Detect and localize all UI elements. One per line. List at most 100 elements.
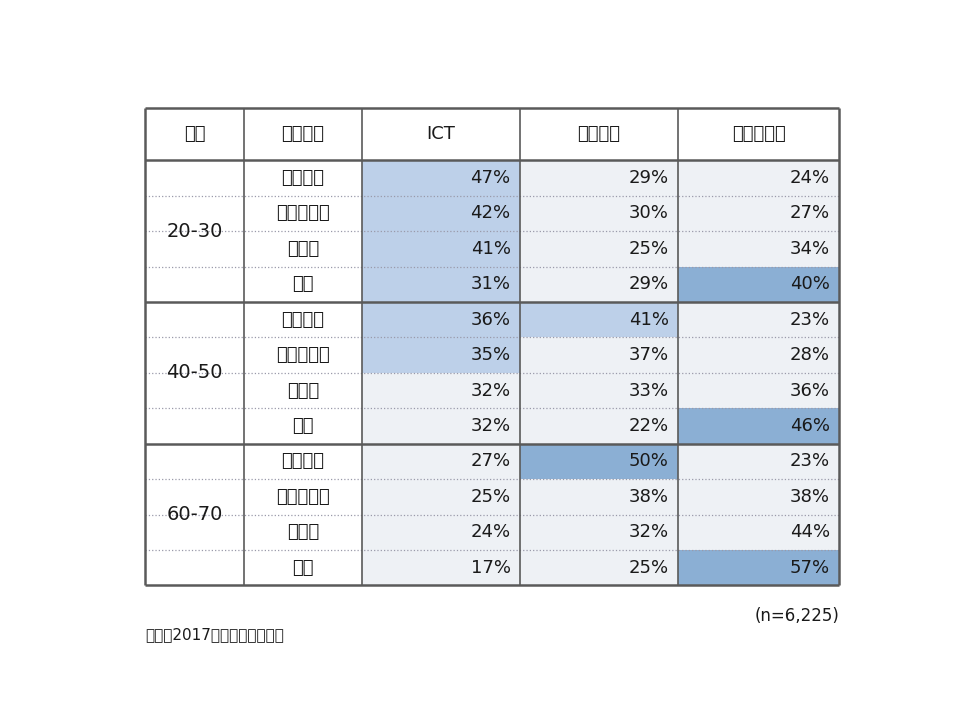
Bar bbox=[362, 408, 520, 444]
Text: 32%: 32% bbox=[629, 523, 669, 541]
Text: 23%: 23% bbox=[790, 452, 829, 470]
Bar bbox=[362, 373, 520, 408]
Bar bbox=[362, 196, 520, 231]
Text: 22%: 22% bbox=[629, 417, 669, 435]
Bar bbox=[520, 550, 678, 585]
Text: 23%: 23% bbox=[790, 311, 829, 329]
Text: 60-70: 60-70 bbox=[166, 505, 223, 524]
Text: 出所：2017年防災・減災調査: 出所：2017年防災・減災調査 bbox=[145, 627, 283, 642]
Text: 42%: 42% bbox=[470, 204, 511, 222]
Text: 一般市: 一般市 bbox=[287, 240, 319, 258]
Text: 政令指定: 政令指定 bbox=[281, 311, 324, 329]
Bar bbox=[362, 161, 520, 196]
Text: 57%: 57% bbox=[790, 559, 829, 577]
Bar bbox=[362, 550, 520, 585]
Bar bbox=[244, 266, 362, 302]
Bar bbox=[678, 515, 839, 550]
Text: 33%: 33% bbox=[629, 382, 669, 400]
Bar bbox=[678, 161, 839, 196]
Text: 年齢: 年齢 bbox=[183, 125, 205, 143]
Text: 32%: 32% bbox=[470, 382, 511, 400]
Bar bbox=[678, 231, 839, 266]
Text: 27%: 27% bbox=[790, 204, 829, 222]
Bar bbox=[520, 266, 678, 302]
Bar bbox=[145, 373, 244, 408]
Text: 24%: 24% bbox=[790, 169, 829, 187]
Bar bbox=[145, 302, 244, 338]
Text: 政令指定: 政令指定 bbox=[281, 169, 324, 187]
Bar bbox=[145, 444, 244, 479]
Text: 政令指定: 政令指定 bbox=[281, 452, 324, 470]
Bar bbox=[244, 161, 362, 196]
Bar bbox=[362, 266, 520, 302]
Text: 28%: 28% bbox=[790, 346, 829, 364]
Text: 40%: 40% bbox=[790, 275, 829, 293]
Bar bbox=[678, 108, 839, 161]
Bar bbox=[520, 196, 678, 231]
Text: 一般市: 一般市 bbox=[287, 382, 319, 400]
Bar bbox=[145, 161, 244, 196]
Bar bbox=[244, 479, 362, 515]
Bar bbox=[362, 108, 520, 161]
Text: 46%: 46% bbox=[790, 417, 829, 435]
Bar bbox=[678, 373, 839, 408]
Bar bbox=[520, 479, 678, 515]
Bar bbox=[520, 515, 678, 550]
Text: 町村: 町村 bbox=[292, 417, 314, 435]
Text: 25%: 25% bbox=[629, 240, 669, 258]
Text: 37%: 37% bbox=[629, 346, 669, 364]
Bar bbox=[244, 231, 362, 266]
Text: 都市規模: 都市規模 bbox=[281, 125, 324, 143]
Text: 41%: 41% bbox=[470, 240, 511, 258]
Bar bbox=[520, 373, 678, 408]
Text: 27%: 27% bbox=[470, 452, 511, 470]
Bar bbox=[678, 196, 839, 231]
Text: 24%: 24% bbox=[470, 523, 511, 541]
Bar bbox=[145, 479, 244, 515]
Bar bbox=[145, 338, 244, 373]
Bar bbox=[244, 550, 362, 585]
Bar bbox=[244, 302, 362, 338]
Bar bbox=[678, 302, 839, 338]
Bar bbox=[145, 108, 244, 161]
Text: ICT: ICT bbox=[426, 125, 455, 143]
Bar bbox=[678, 266, 839, 302]
Bar bbox=[678, 550, 839, 585]
Bar bbox=[244, 408, 362, 444]
Text: 25%: 25% bbox=[629, 559, 669, 577]
Bar bbox=[362, 515, 520, 550]
Text: 中核・特例: 中核・特例 bbox=[276, 346, 330, 364]
Bar bbox=[362, 479, 520, 515]
Text: 20-30: 20-30 bbox=[166, 222, 223, 240]
Bar bbox=[145, 231, 244, 266]
Bar bbox=[244, 515, 362, 550]
Text: 36%: 36% bbox=[790, 382, 829, 400]
Text: (n=6,225): (n=6,225) bbox=[755, 607, 839, 625]
Bar bbox=[145, 196, 244, 231]
Bar bbox=[520, 161, 678, 196]
Text: 35%: 35% bbox=[470, 346, 511, 364]
Text: 町村: 町村 bbox=[292, 559, 314, 577]
Text: 一般市: 一般市 bbox=[287, 523, 319, 541]
Bar bbox=[362, 231, 520, 266]
Text: 40-50: 40-50 bbox=[166, 364, 223, 382]
Text: 町村: 町村 bbox=[292, 275, 314, 293]
Text: 38%: 38% bbox=[790, 488, 829, 506]
Bar bbox=[362, 338, 520, 373]
Bar bbox=[678, 408, 839, 444]
Bar bbox=[145, 515, 244, 550]
Bar bbox=[520, 108, 678, 161]
Bar bbox=[145, 408, 244, 444]
Text: 41%: 41% bbox=[629, 311, 669, 329]
Bar bbox=[362, 444, 520, 479]
Text: 47%: 47% bbox=[470, 169, 511, 187]
Bar bbox=[520, 231, 678, 266]
Text: 32%: 32% bbox=[470, 417, 511, 435]
Bar bbox=[244, 373, 362, 408]
Bar bbox=[244, 108, 362, 161]
Bar bbox=[678, 338, 839, 373]
Bar bbox=[145, 266, 244, 302]
Bar bbox=[678, 444, 839, 479]
Text: 29%: 29% bbox=[629, 169, 669, 187]
Text: 50%: 50% bbox=[629, 452, 669, 470]
